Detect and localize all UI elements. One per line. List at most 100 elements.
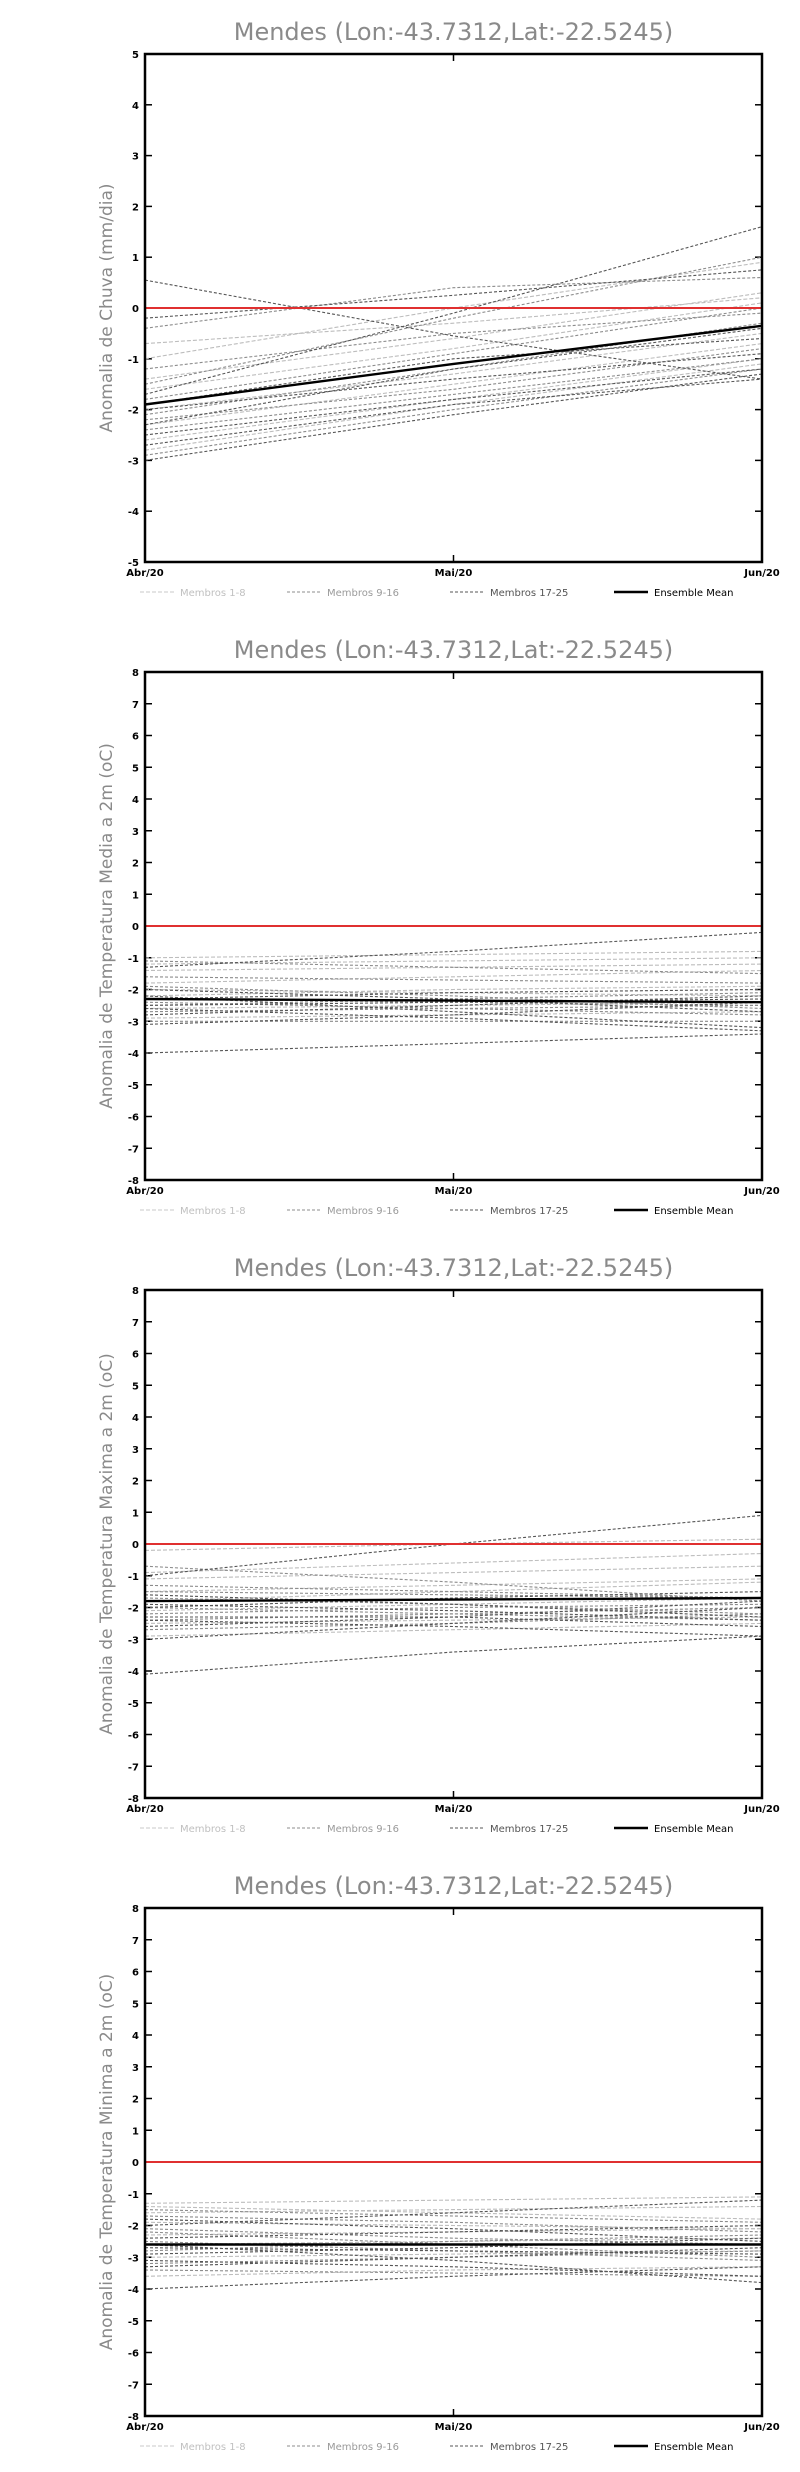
member-line-15 <box>144 960 763 975</box>
chart-title: Mendes (Lon:-43.7312,Lat:-22.5245) <box>234 1872 674 1900</box>
chart-svg: Mendes (Lon:-43.7312,Lat:-22.5245) Anomal… <box>97 636 780 1217</box>
member-line-18 <box>144 279 763 380</box>
member-line-10 <box>144 2215 763 2233</box>
y-tick-label: -2 <box>128 2222 139 2233</box>
member-line-18 <box>144 995 763 1029</box>
y-tick-label: 7 <box>132 700 139 711</box>
member-line-15 <box>144 1603 763 1615</box>
y-tick-label: 2 <box>132 859 139 870</box>
member-line-21 <box>144 1591 763 1609</box>
member-line-18 <box>144 2199 763 2227</box>
y-tick-label: 0 <box>132 304 139 315</box>
member-line-3 <box>144 1597 763 1612</box>
member-line-17 <box>144 2266 763 2290</box>
y-tick-label: -1 <box>128 1572 139 1583</box>
member-line-21 <box>144 2259 763 2277</box>
legend-label-2: Membros 9-16 <box>327 1824 399 1835</box>
x-tick-label: Abr/20 <box>126 1804 163 1815</box>
member-line-6 <box>144 343 763 426</box>
member-line-13 <box>144 1613 763 1631</box>
y-tick-label: 5 <box>132 763 139 774</box>
x-tick-label: Jun/20 <box>743 1804 780 1815</box>
member-line-25 <box>144 327 763 426</box>
member-line-2 <box>144 297 763 345</box>
y-tick-label: 6 <box>132 1968 139 1979</box>
y-tick-label: -3 <box>128 456 139 467</box>
member-line-11 <box>144 2250 763 2265</box>
member-line-6 <box>144 1011 763 1019</box>
member-line-23 <box>144 2218 763 2242</box>
ensemble-mean-line <box>144 324 763 406</box>
member-line-15 <box>144 312 763 370</box>
member-line-22 <box>144 1001 763 1025</box>
member-line-13 <box>144 307 763 400</box>
y-tick-label: 1 <box>132 890 139 901</box>
y-tick-label: -6 <box>128 1113 139 1124</box>
chart-svg: Mendes (Lon:-43.7312,Lat:-22.5245) Anomal… <box>97 18 780 599</box>
member-line-9 <box>144 1584 763 1599</box>
plot-frame <box>143 670 764 1182</box>
y-tick-label: -6 <box>128 2349 139 2360</box>
member-line-10 <box>144 976 763 984</box>
member-line-3 <box>144 332 763 411</box>
chart-title: Mendes (Lon:-43.7312,Lat:-22.5245) <box>234 1254 674 1282</box>
member-line-23 <box>144 269 763 319</box>
y-tick-label: -8 <box>128 2412 139 2423</box>
x-tick-label: Mai/20 <box>435 2422 473 2433</box>
member-line-1 <box>144 950 763 959</box>
y-tick-label: -3 <box>128 1017 139 1028</box>
member-line-7 <box>144 302 763 390</box>
member-line-8 <box>144 1565 763 1580</box>
y-tick-label: 2 <box>132 2095 139 2106</box>
y-tick-label: -8 <box>128 1794 139 1805</box>
x-tick-label: Mai/20 <box>435 568 473 579</box>
legend-label-1: Membros 1-8 <box>180 1206 246 1217</box>
member-line-23 <box>144 1600 763 1628</box>
y-tick-label: -2 <box>128 1604 139 1615</box>
member-line-24 <box>144 2247 763 2268</box>
member-line-5 <box>144 2221 763 2230</box>
legend-label-2: Membros 9-16 <box>327 588 399 599</box>
member-line-1 <box>144 2196 763 2204</box>
member-line-14 <box>144 368 763 456</box>
y-tick-label: 3 <box>132 1445 139 1456</box>
y-tick-label: 3 <box>132 152 139 163</box>
y-tick-label: 3 <box>132 2063 139 2074</box>
legend-label-4: Ensemble Mean <box>654 2442 733 2453</box>
legend-label-4: Ensemble Mean <box>654 1824 733 1835</box>
chart-panel-1: Mendes (Lon:-43.7312,Lat:-22.5245) Anomal… <box>0 0 800 618</box>
legend-label-3: Membros 17-25 <box>490 2442 568 2453</box>
member-line-25 <box>145 1616 763 1628</box>
member-line-19 <box>144 1619 763 1637</box>
chart-svg: Mendes (Lon:-43.7312,Lat:-22.5245) Anomal… <box>97 1254 780 1835</box>
member-line-3 <box>144 2228 763 2236</box>
chart-title: Mendes (Lon:-43.7312,Lat:-22.5245) <box>234 18 674 46</box>
plot-frame <box>143 1288 764 1800</box>
y-tick-label: 6 <box>132 732 139 743</box>
member-line-17 <box>144 1033 763 1054</box>
y-axis-label: Anomalia de Chuva (mm/dia) <box>97 183 117 432</box>
member-line-25 <box>144 2247 763 2255</box>
member-line-24 <box>144 995 763 1016</box>
y-tick-label: 5 <box>132 1381 139 1392</box>
member-line-17 <box>144 373 763 461</box>
member-line-1 <box>144 1552 763 1574</box>
y-tick-label: -4 <box>128 1667 139 1678</box>
member-line-24 <box>144 353 763 411</box>
y-tick-label: 4 <box>132 1413 139 1424</box>
member-line-20 <box>144 2237 763 2255</box>
y-tick-label: -4 <box>128 2285 139 2296</box>
member-line-8 <box>144 363 763 451</box>
member-line-22 <box>144 2224 763 2239</box>
legend-label-2: Membros 9-16 <box>327 2442 399 2453</box>
legend-label-4: Ensemble Mean <box>654 588 733 599</box>
member-line-12 <box>144 985 763 1010</box>
plot-frame <box>143 1906 764 2418</box>
member-line-6 <box>144 2266 763 2277</box>
legend-label-4: Ensemble Mean <box>654 1206 733 1217</box>
chart-panel-2: Mendes (Lon:-43.7312,Lat:-22.5245) Anomal… <box>0 618 800 1236</box>
y-tick-label: -3 <box>128 1635 139 1646</box>
x-tick-label: Mai/20 <box>435 1186 473 1197</box>
member-line-21 <box>144 378 763 446</box>
x-tick-label: Abr/20 <box>126 568 163 579</box>
